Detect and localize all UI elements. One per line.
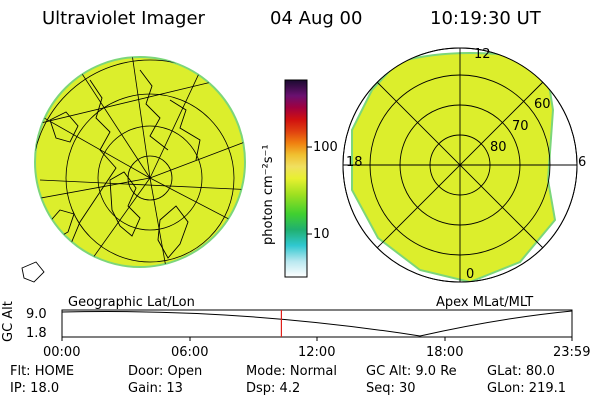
dsp-info: Dsp: 4.2 (246, 381, 301, 396)
mlat-label-60: 60 (534, 97, 551, 112)
gain-info: Gain: 13 (128, 381, 183, 396)
instrument-title: Ultraviolet Imager (42, 8, 205, 29)
apex-grid (342, 47, 578, 283)
geographic-map-panel (21, 56, 246, 283)
landmass-outline (21, 261, 45, 283)
colorbar-tick-label-10: 10 (313, 227, 330, 242)
apex-map-panel (342, 47, 578, 283)
altitude-y-label: GC Alt (1, 301, 16, 342)
altitude-curve (61, 310, 573, 337)
colorbar (284, 79, 312, 278)
mlt-label-12: 12 (474, 47, 491, 62)
altitude-x-ticks (61, 337, 573, 341)
geographic-grid (35, 57, 245, 267)
altitude-y-tick-9: 9.0 (26, 307, 47, 322)
mlat-label-80: 80 (490, 140, 507, 155)
flight-info: Flt: HOME (10, 364, 75, 379)
glat-info: GLat: 80.0 (487, 364, 555, 379)
mlat-label-70: 70 (512, 119, 529, 134)
mode-info: Mode: Normal (246, 364, 337, 379)
colorbar-gradient (284, 79, 308, 278)
date-label: 04 Aug 00 (270, 8, 363, 29)
altitude-x-tick-1200: 12:00 (298, 345, 336, 360)
seq-info: Seq: 30 (366, 381, 416, 396)
glon-info: GLon: 219.1 (487, 381, 567, 396)
altitude-x-tick-1800: 18:00 (426, 345, 464, 360)
altitude-x-tick-0600: 06:00 (171, 345, 209, 360)
time-label: 10:19:30 UT (430, 8, 541, 29)
apex-caption: Apex MLat/MLT (436, 295, 534, 310)
colorbar-unit-label: photon cm⁻²s⁻¹ (261, 144, 276, 245)
altitude-plot (61, 309, 573, 341)
gc-alt-info: GC Alt: 9.0 Re (366, 364, 457, 379)
mlt-label-18: 18 (346, 155, 363, 170)
ip-info: IP: 18.0 (10, 381, 60, 396)
colorbar-tick-label-100: 100 (313, 140, 338, 155)
geographic-caption: Geographic Lat/Lon (68, 295, 195, 310)
altitude-y-tick-1-8: 1.8 (26, 326, 47, 341)
altitude-x-tick-2359: 23:59 (553, 345, 591, 360)
altitude-plot-frame (61, 309, 573, 338)
door-info: Door: Open (128, 364, 203, 379)
altitude-x-tick-0000: 00:00 (43, 345, 81, 360)
mlt-label-6: 6 (578, 155, 587, 170)
mlt-label-0: 0 (466, 267, 475, 282)
